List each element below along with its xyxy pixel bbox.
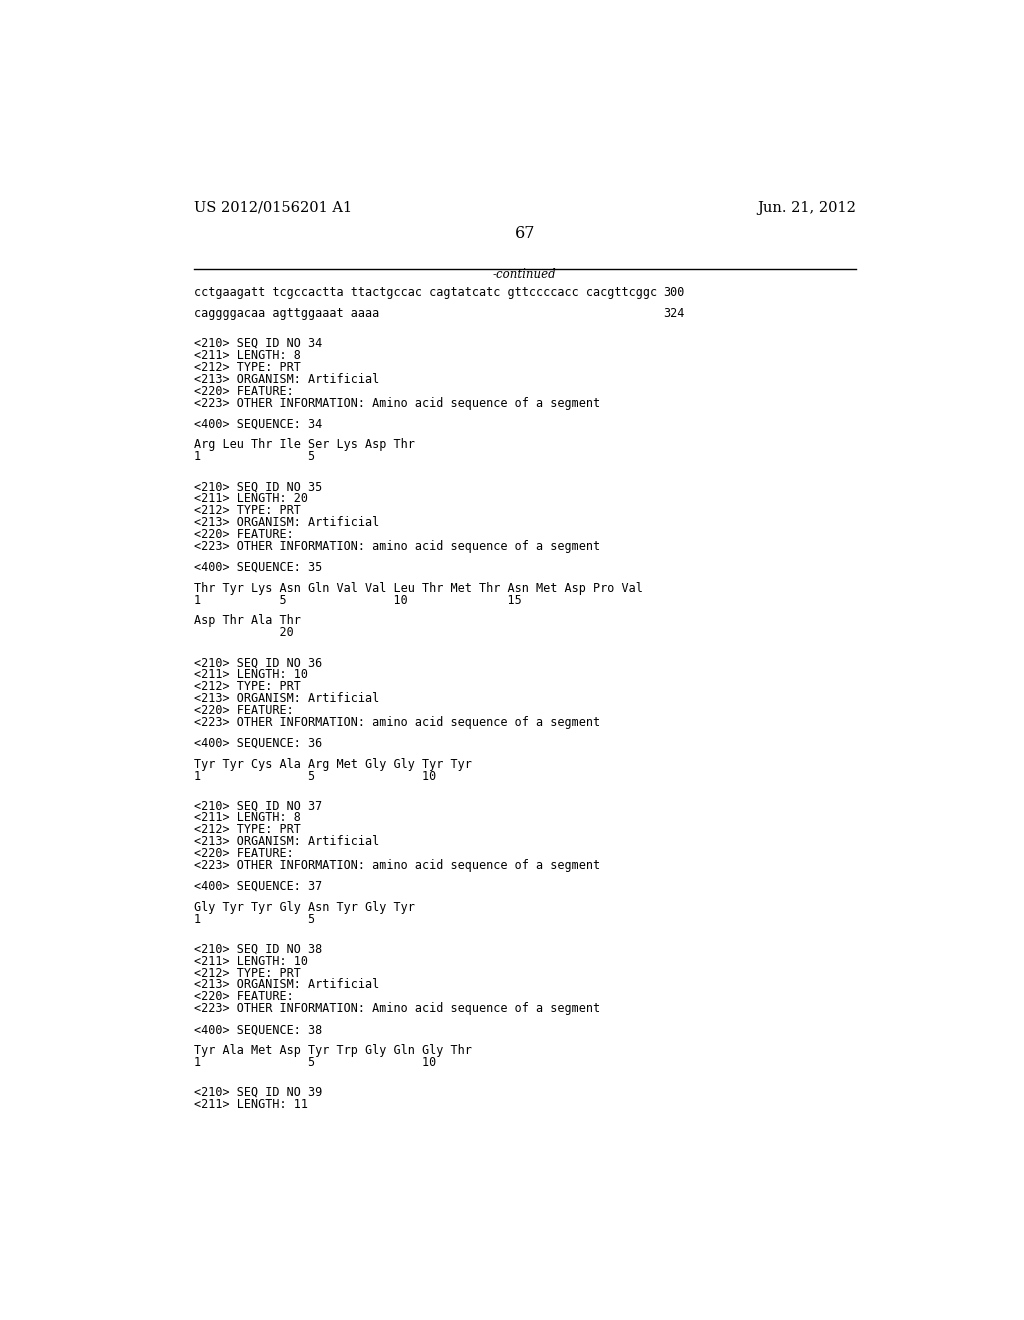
Text: <213> ORGANISM: Artificial: <213> ORGANISM: Artificial [194, 978, 379, 991]
Text: <213> ORGANISM: Artificial: <213> ORGANISM: Artificial [194, 836, 379, 849]
Text: 67: 67 [514, 226, 536, 243]
Text: Thr Tyr Lys Asn Gln Val Val Leu Thr Met Thr Asn Met Asp Pro Val: Thr Tyr Lys Asn Gln Val Val Leu Thr Met … [194, 582, 643, 594]
Text: <213> ORGANISM: Artificial: <213> ORGANISM: Artificial [194, 516, 379, 529]
Text: Jun. 21, 2012: Jun. 21, 2012 [757, 201, 856, 215]
Text: <223> OTHER INFORMATION: Amino acid sequence of a segment: <223> OTHER INFORMATION: Amino acid sequ… [194, 396, 600, 409]
Text: <212> TYPE: PRT: <212> TYPE: PRT [194, 680, 301, 693]
Text: 1               5               10: 1 5 10 [194, 770, 436, 783]
Text: <210> SEQ ID NO 34: <210> SEQ ID NO 34 [194, 337, 323, 350]
Text: <213> ORGANISM: Artificial: <213> ORGANISM: Artificial [194, 372, 379, 385]
Text: cctgaagatt tcgccactta ttactgccac cagtatcatc gttccccacc cacgttcggc: cctgaagatt tcgccactta ttactgccac cagtatc… [194, 286, 657, 300]
Text: <213> ORGANISM: Artificial: <213> ORGANISM: Artificial [194, 692, 379, 705]
Text: Asp Thr Ala Thr: Asp Thr Ala Thr [194, 614, 301, 627]
Text: <220> FEATURE:: <220> FEATURE: [194, 847, 294, 861]
Text: Arg Leu Thr Ile Ser Lys Asp Thr: Arg Leu Thr Ile Ser Lys Asp Thr [194, 438, 415, 451]
Text: <220> FEATURE:: <220> FEATURE: [194, 528, 294, 541]
Text: <223> OTHER INFORMATION: Amino acid sequence of a segment: <223> OTHER INFORMATION: Amino acid sequ… [194, 1002, 600, 1015]
Text: <210> SEQ ID NO 37: <210> SEQ ID NO 37 [194, 800, 323, 812]
Text: <210> SEQ ID NO 35: <210> SEQ ID NO 35 [194, 480, 323, 494]
Text: 1               5               10: 1 5 10 [194, 1056, 436, 1069]
Text: US 2012/0156201 A1: US 2012/0156201 A1 [194, 201, 352, 215]
Text: <211> LENGTH: 10: <211> LENGTH: 10 [194, 668, 308, 681]
Text: -continued: -continued [493, 268, 557, 281]
Text: caggggacaa agttggaaat aaaa: caggggacaa agttggaaat aaaa [194, 308, 379, 321]
Text: 1               5: 1 5 [194, 450, 315, 463]
Text: 1               5: 1 5 [194, 913, 315, 925]
Text: <400> SEQUENCE: 34: <400> SEQUENCE: 34 [194, 417, 323, 430]
Text: 324: 324 [663, 308, 684, 321]
Text: <212> TYPE: PRT: <212> TYPE: PRT [194, 824, 301, 837]
Text: 1           5               10              15: 1 5 10 15 [194, 594, 521, 607]
Text: <220> FEATURE:: <220> FEATURE: [194, 704, 294, 717]
Text: 20: 20 [194, 627, 294, 639]
Text: <220> FEATURE:: <220> FEATURE: [194, 384, 294, 397]
Text: Tyr Tyr Cys Ala Arg Met Gly Gly Tyr Tyr: Tyr Tyr Cys Ala Arg Met Gly Gly Tyr Tyr [194, 758, 472, 771]
Text: Gly Tyr Tyr Gly Asn Tyr Gly Tyr: Gly Tyr Tyr Gly Asn Tyr Gly Tyr [194, 900, 415, 913]
Text: <223> OTHER INFORMATION: amino acid sequence of a segment: <223> OTHER INFORMATION: amino acid sequ… [194, 859, 600, 873]
Text: <211> LENGTH: 11: <211> LENGTH: 11 [194, 1098, 308, 1111]
Text: <223> OTHER INFORMATION: amino acid sequence of a segment: <223> OTHER INFORMATION: amino acid sequ… [194, 540, 600, 553]
Text: <210> SEQ ID NO 39: <210> SEQ ID NO 39 [194, 1086, 323, 1098]
Text: <211> LENGTH: 10: <211> LENGTH: 10 [194, 954, 308, 968]
Text: <210> SEQ ID NO 38: <210> SEQ ID NO 38 [194, 942, 323, 956]
Text: <400> SEQUENCE: 37: <400> SEQUENCE: 37 [194, 880, 323, 894]
Text: 300: 300 [663, 286, 684, 300]
Text: <212> TYPE: PRT: <212> TYPE: PRT [194, 966, 301, 979]
Text: <211> LENGTH: 8: <211> LENGTH: 8 [194, 812, 301, 825]
Text: <400> SEQUENCE: 35: <400> SEQUENCE: 35 [194, 561, 323, 574]
Text: <211> LENGTH: 8: <211> LENGTH: 8 [194, 348, 301, 362]
Text: <212> TYPE: PRT: <212> TYPE: PRT [194, 360, 301, 374]
Text: <211> LENGTH: 20: <211> LENGTH: 20 [194, 492, 308, 506]
Text: Tyr Ala Met Asp Tyr Trp Gly Gln Gly Thr: Tyr Ala Met Asp Tyr Trp Gly Gln Gly Thr [194, 1044, 472, 1057]
Text: <220> FEATURE:: <220> FEATURE: [194, 990, 294, 1003]
Text: <400> SEQUENCE: 36: <400> SEQUENCE: 36 [194, 737, 323, 750]
Text: <223> OTHER INFORMATION: amino acid sequence of a segment: <223> OTHER INFORMATION: amino acid sequ… [194, 715, 600, 729]
Text: <212> TYPE: PRT: <212> TYPE: PRT [194, 504, 301, 517]
Text: <210> SEQ ID NO 36: <210> SEQ ID NO 36 [194, 656, 323, 669]
Text: <400> SEQUENCE: 38: <400> SEQUENCE: 38 [194, 1023, 323, 1036]
